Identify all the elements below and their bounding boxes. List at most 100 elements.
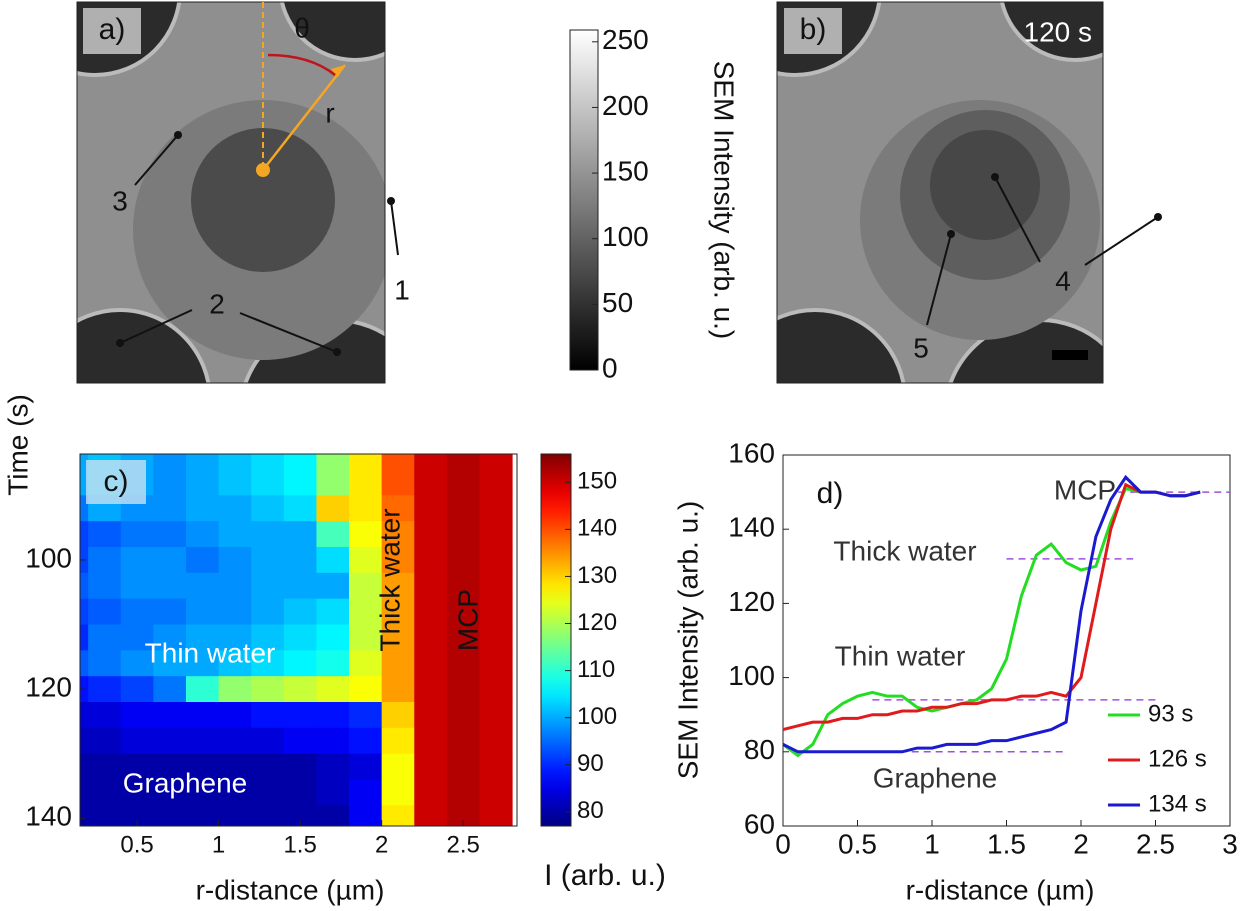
annotation: Thin water <box>145 637 276 668</box>
cell <box>153 495 187 522</box>
tick-label: 2 <box>1073 828 1089 859</box>
cell <box>218 624 252 651</box>
panel-label: c) <box>104 465 129 498</box>
cell <box>80 779 89 806</box>
cell <box>218 650 252 677</box>
cell <box>185 469 220 496</box>
arrowhead <box>331 65 345 77</box>
cell <box>414 469 448 496</box>
cell <box>381 753 415 780</box>
pointer-dot <box>991 173 999 181</box>
cell <box>153 676 187 703</box>
cell <box>446 521 480 548</box>
cell <box>316 753 350 780</box>
panel-label: b) <box>800 13 827 46</box>
tick-label: 150 <box>577 468 617 495</box>
cell <box>381 547 415 574</box>
cell <box>479 805 513 826</box>
tick-label: 130 <box>577 562 617 589</box>
pointer <box>994 176 1041 263</box>
heatmap <box>80 454 513 826</box>
cell <box>316 702 350 729</box>
tick-label: 1 <box>212 831 225 858</box>
cell <box>283 676 317 703</box>
cell <box>185 702 220 729</box>
cell <box>414 547 448 574</box>
cell <box>414 572 448 600</box>
cell <box>88 805 122 826</box>
cell <box>80 753 89 780</box>
cell <box>446 572 480 600</box>
cell <box>349 753 383 780</box>
cell <box>446 454 480 470</box>
cell <box>185 572 220 600</box>
tick-label: 140 <box>25 801 72 832</box>
cell <box>414 495 448 522</box>
cell <box>446 495 480 522</box>
theta-arc <box>267 53 336 76</box>
region-label: 4 <box>1055 265 1071 296</box>
cell <box>381 495 415 522</box>
cell <box>316 727 350 755</box>
region-label: 2 <box>209 288 225 319</box>
cell <box>80 702 89 729</box>
cell <box>185 521 220 548</box>
sem-image-b <box>777 2 1103 383</box>
cell <box>349 547 383 574</box>
cell <box>120 598 154 625</box>
cell <box>218 572 252 600</box>
pointer-dot <box>333 348 341 356</box>
cell <box>414 805 448 826</box>
cell <box>479 454 513 470</box>
cell <box>185 805 220 826</box>
cell <box>185 650 220 677</box>
frame <box>776 1 1104 384</box>
cell <box>414 454 448 470</box>
r-label: r <box>325 97 334 128</box>
time-label: 120 s <box>1024 16 1093 47</box>
cell <box>80 454 89 470</box>
axis-label: Time (s) <box>2 394 33 496</box>
tick-label: 160 <box>728 437 775 468</box>
center-dot <box>256 163 270 177</box>
cell <box>283 727 317 755</box>
cell <box>88 727 122 755</box>
cell <box>153 727 187 755</box>
cell <box>283 547 317 574</box>
cell <box>251 650 285 677</box>
tick-label: 120 <box>25 671 72 702</box>
cell <box>88 779 122 806</box>
cell <box>479 779 513 806</box>
time-label: 118 s <box>406 16 472 47</box>
sem-image-a <box>77 2 385 383</box>
tick-label: 0.5 <box>120 831 153 858</box>
cell <box>381 727 415 755</box>
pointer <box>119 309 193 344</box>
cell <box>251 495 285 522</box>
cell <box>446 702 480 729</box>
cell <box>185 624 220 651</box>
cell <box>120 779 154 806</box>
cell <box>414 521 448 548</box>
cell <box>153 650 187 677</box>
region-label: 5 <box>913 332 929 363</box>
cell <box>185 727 220 755</box>
cell <box>283 650 317 677</box>
cell <box>479 676 513 703</box>
cell <box>283 454 317 470</box>
cell <box>120 521 154 548</box>
pointer <box>390 200 399 256</box>
pointer <box>1084 216 1159 266</box>
cell <box>80 495 89 522</box>
annotation: MCP <box>1054 474 1116 505</box>
cell <box>88 702 122 729</box>
tick-label: 150 <box>602 155 649 186</box>
label-box <box>784 8 842 54</box>
theta: θ <box>294 12 310 43</box>
annotation: Graphene <box>123 767 248 798</box>
cell <box>316 521 350 548</box>
tick-label: 1 <box>924 828 940 859</box>
cell <box>153 521 187 548</box>
cell <box>381 624 415 651</box>
cell <box>349 495 383 522</box>
